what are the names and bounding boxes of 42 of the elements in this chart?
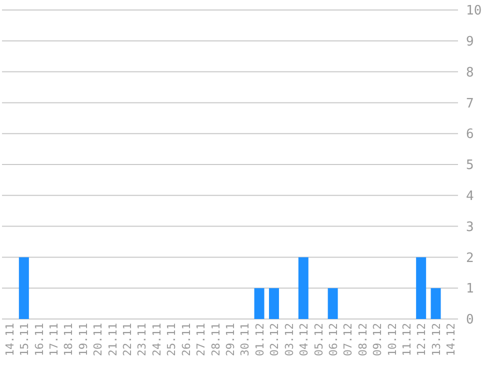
y-tick-label: 0: [466, 312, 474, 328]
y-tick-label: 7: [466, 96, 474, 112]
x-tick-label: 30.11: [238, 323, 252, 356]
y-tick-label: 2: [466, 250, 474, 266]
x-tick-label: 20.11: [92, 323, 105, 356]
x-tick-label: 09.12: [371, 323, 384, 356]
x-tick-label: 29.11: [224, 323, 237, 356]
y-tick-label: 8: [466, 65, 474, 80]
x-tick-label: 14.12: [444, 323, 458, 356]
x-tick-label: 13.12: [430, 323, 443, 356]
y-tick-label: 6: [466, 127, 474, 142]
x-tick-label: 02.12: [268, 323, 282, 356]
x-tick-label: 25.11: [165, 323, 178, 356]
x-tick-label: 10.12: [386, 323, 399, 356]
x-tick-label: 24.11: [150, 323, 164, 356]
x-tick-label: 15.11: [18, 323, 32, 356]
y-tick-label: 9: [466, 34, 474, 50]
x-tick-label: 17.11: [47, 323, 60, 356]
x-tick-label: 05.12: [312, 323, 326, 356]
x-tick-label: 28.11: [209, 323, 222, 356]
y-tick-label: 10: [466, 4, 482, 19]
y-tick-label: 1: [466, 282, 474, 297]
x-tick-label: 23.11: [136, 323, 149, 356]
x-tick-label: 19.11: [76, 323, 90, 356]
x-tick-label: 07.12: [342, 323, 355, 356]
y-tick-label: 4: [466, 189, 474, 204]
x-tick-label: 14.11: [3, 323, 16, 356]
x-tick-label: 22.11: [121, 323, 134, 356]
x-tick-label: 16.11: [32, 323, 46, 356]
x-tick-label: 11.12: [400, 323, 414, 356]
x-tick-label: 01.12: [253, 323, 266, 356]
x-tick-label: 21.11: [106, 323, 120, 356]
y-tick-label: 3: [466, 220, 474, 235]
x-tick-label: 18.11: [62, 323, 76, 356]
x-tick-label: 26.11: [180, 323, 193, 356]
x-tick-label: 12.12: [415, 323, 428, 356]
x-tick-label: 27.11: [194, 323, 208, 356]
x-tick-label: 08.12: [356, 323, 370, 356]
y-tick-label: 5: [466, 158, 474, 174]
x-tick-label: 06.12: [326, 323, 340, 356]
x-tick-label: 03.12: [282, 323, 296, 356]
x-tick-label: 04.12: [298, 323, 311, 356]
